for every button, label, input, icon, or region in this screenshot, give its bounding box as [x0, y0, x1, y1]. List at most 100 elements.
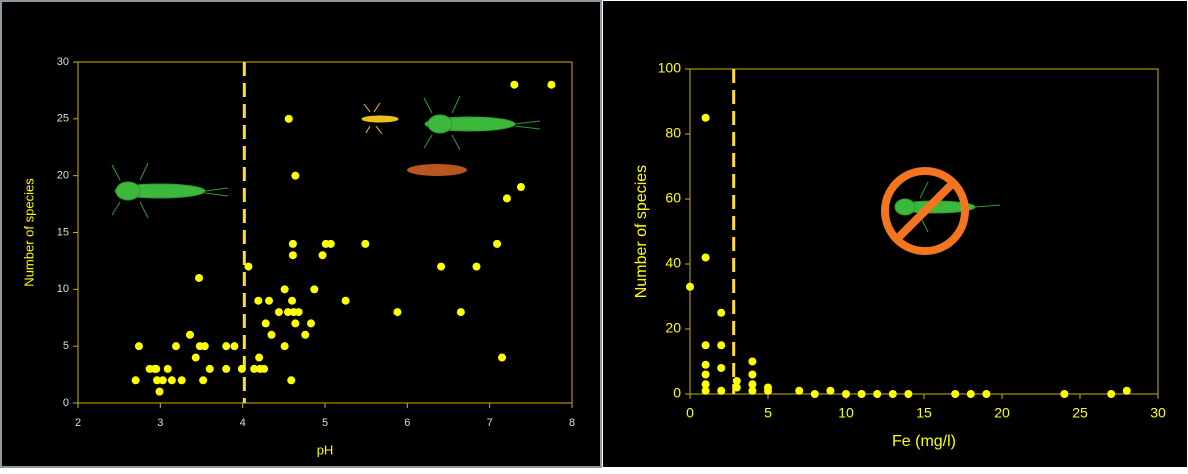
x-axis-label: pH — [317, 442, 334, 457]
data-point — [951, 390, 959, 398]
data-point — [255, 354, 263, 362]
x-tick-label: 2 — [75, 417, 81, 429]
data-point — [265, 297, 273, 305]
y-axis-label: Number of species — [21, 178, 36, 287]
data-point — [156, 388, 164, 396]
y-tick-label: 5 — [63, 340, 69, 352]
data-point — [222, 365, 230, 373]
x-tick-label: 3 — [157, 417, 163, 429]
data-point — [262, 319, 270, 327]
data-point — [748, 371, 756, 379]
data-point — [244, 263, 252, 271]
x-tick-label: 30 — [1150, 405, 1166, 421]
x-tick-label: 7 — [487, 417, 493, 429]
data-point — [873, 390, 881, 398]
data-point — [717, 341, 725, 349]
left-panel — [1, 1, 601, 467]
data-point — [281, 285, 289, 293]
y-tick-label: 20 — [665, 320, 681, 336]
data-point — [291, 319, 299, 327]
x-tick-label: 10 — [838, 405, 854, 421]
data-point — [288, 297, 296, 305]
x-tick-label: 0 — [686, 405, 694, 421]
data-point — [132, 376, 140, 384]
data-point — [717, 364, 725, 372]
data-point — [289, 240, 297, 248]
data-point — [342, 297, 350, 305]
data-point — [889, 390, 897, 398]
data-point — [437, 263, 445, 271]
data-point — [457, 308, 465, 316]
data-point — [702, 254, 710, 262]
data-point — [199, 376, 207, 384]
data-point — [517, 183, 525, 191]
data-point — [967, 390, 975, 398]
x-tick-label: 5 — [764, 405, 772, 421]
data-point — [307, 319, 315, 327]
data-point — [472, 263, 480, 271]
data-point — [764, 387, 772, 395]
data-point — [717, 309, 725, 317]
data-point — [361, 240, 369, 248]
data-point — [702, 361, 710, 369]
data-point — [289, 251, 297, 259]
data-point — [192, 354, 200, 362]
data-point — [254, 297, 262, 305]
y-tick-label: 15 — [57, 226, 69, 238]
data-point — [260, 365, 268, 373]
data-point — [733, 384, 741, 392]
x-axis-label: Fe (mg/l) — [892, 433, 956, 450]
data-point — [547, 81, 555, 89]
data-point — [159, 376, 167, 384]
y-tick-label: 10 — [57, 283, 69, 295]
data-point — [291, 172, 299, 180]
data-point — [702, 114, 710, 122]
y-tick-label: 25 — [57, 113, 69, 125]
data-point — [287, 376, 295, 384]
figure: 0510152025302345678pHNumber of species02… — [0, 0, 1188, 469]
y-tick-label: 0 — [673, 385, 681, 401]
data-point — [982, 390, 990, 398]
data-point — [493, 240, 501, 248]
data-point — [327, 240, 335, 248]
data-point — [164, 365, 172, 373]
data-point — [301, 331, 309, 339]
data-point — [1123, 387, 1131, 395]
data-point — [152, 365, 160, 373]
data-point — [748, 358, 756, 366]
data-point — [267, 331, 275, 339]
data-point — [842, 390, 850, 398]
y-tick-label: 80 — [665, 125, 681, 141]
data-point — [1107, 390, 1115, 398]
data-point — [904, 390, 912, 398]
data-point — [510, 81, 518, 89]
data-point — [206, 365, 214, 373]
data-point — [702, 387, 710, 395]
data-point — [702, 371, 710, 379]
data-point — [195, 274, 203, 282]
x-tick-label: 4 — [240, 417, 246, 429]
y-tick-label: 100 — [658, 60, 682, 76]
x-tick-label: 20 — [994, 405, 1010, 421]
data-point — [858, 390, 866, 398]
data-point — [498, 354, 506, 362]
data-point — [826, 387, 834, 395]
data-point — [222, 342, 230, 350]
x-tick-label: 15 — [916, 405, 932, 421]
y-tick-label: 20 — [57, 170, 69, 182]
y-tick-label: 0 — [63, 397, 69, 409]
data-point — [811, 390, 819, 398]
data-point — [795, 387, 803, 395]
data-point — [686, 283, 694, 291]
data-point — [281, 342, 289, 350]
data-point — [295, 308, 303, 316]
data-point — [135, 342, 143, 350]
larva — [407, 164, 467, 176]
data-point — [285, 115, 293, 123]
x-tick-label: 25 — [1072, 405, 1088, 421]
data-point — [201, 342, 209, 350]
data-point — [748, 387, 756, 395]
x-tick-label: 6 — [404, 417, 410, 429]
y-tick-label: 30 — [57, 56, 69, 68]
data-point — [186, 331, 194, 339]
